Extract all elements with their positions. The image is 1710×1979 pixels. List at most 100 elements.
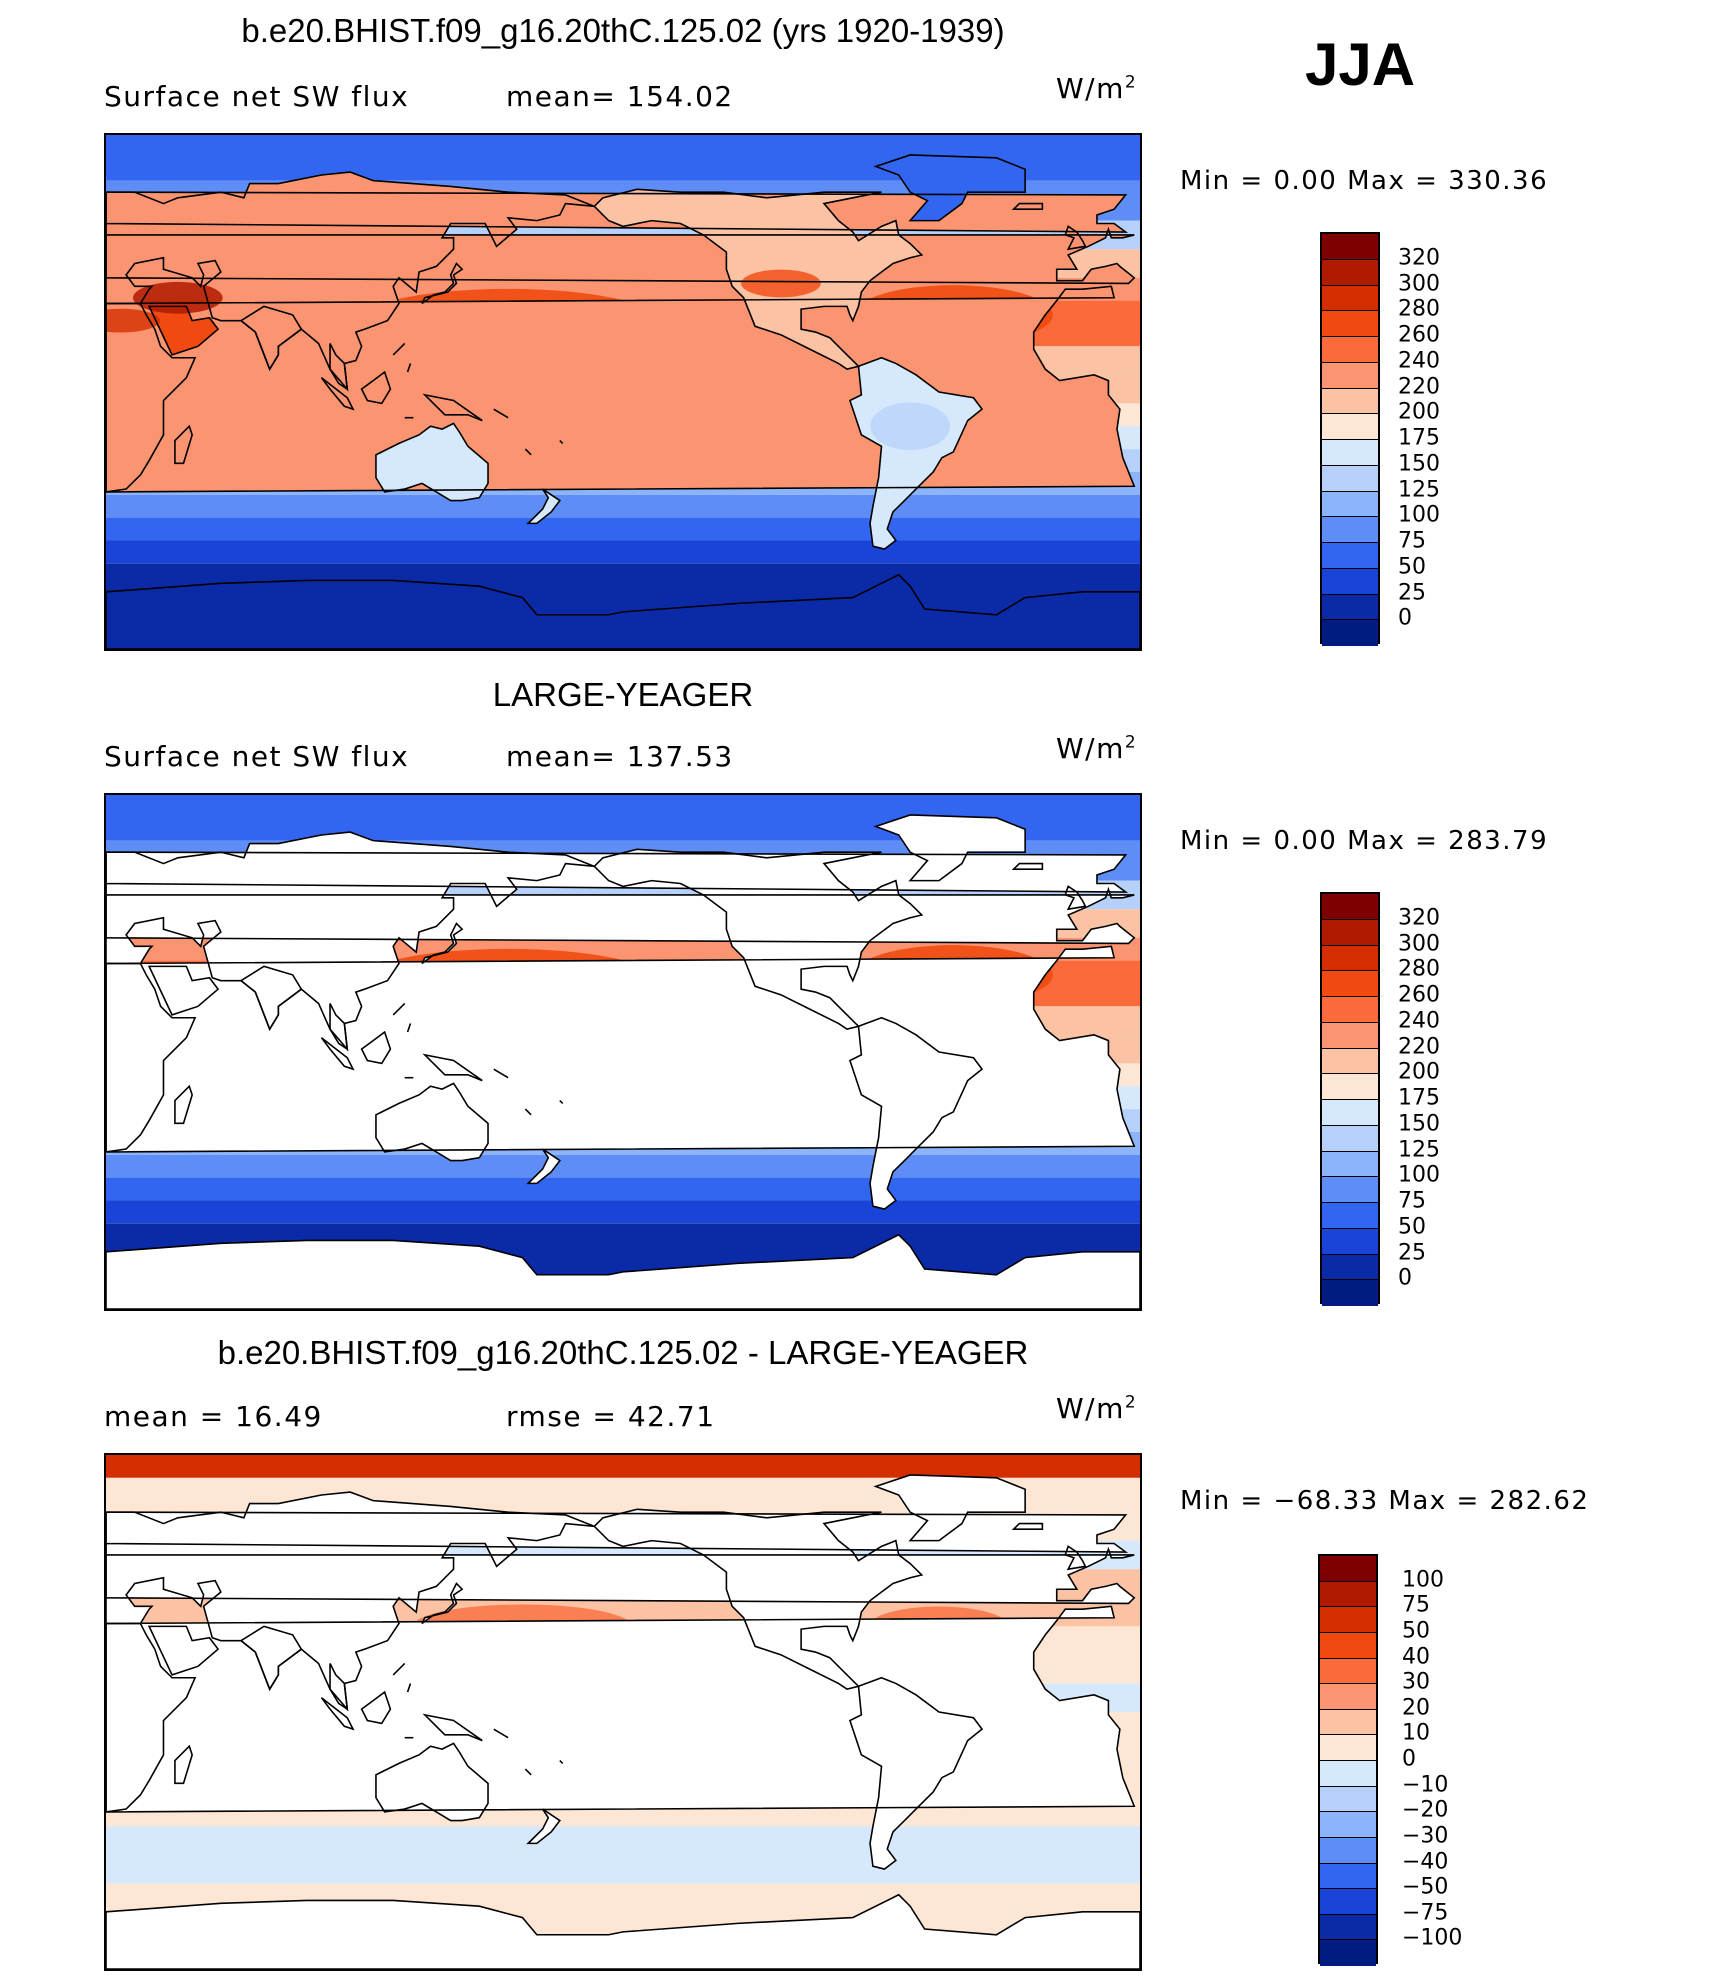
colorbar-label: 300 [1398,271,1440,296]
colorbar-swatch [1322,517,1378,543]
panel-3-map [104,1453,1142,1971]
panel-3-mean: mean = 16.49 [104,1400,323,1433]
colorbar-label: 0 [1402,1746,1416,1772]
colorbar-label: 320 [1398,905,1440,931]
panel-2-field-name: Surface net SW flux [104,740,410,773]
colorbar-swatch [1322,594,1378,621]
panel-3-min-max: Min = −68.33 Max = 282.62 [1180,1486,1590,1516]
panel-1-units: W/m2 [1056,72,1138,105]
colorbar-swatch [1322,285,1378,312]
colorbar-swatch [1322,919,1378,946]
panel-3-colorbar [1318,1554,1378,1966]
panel-1-map [104,133,1142,651]
colorbar-label: 25 [1398,1240,1426,1265]
colorbar-swatch [1320,1709,1376,1736]
colorbar-label: 220 [1398,1034,1440,1059]
colorbar-swatch [1322,234,1378,260]
colorbar-label: 220 [1398,374,1440,399]
colorbar-swatch [1322,997,1378,1023]
colorbar-swatch [1322,362,1378,389]
colorbar-swatch [1320,1684,1376,1710]
panel-1-field-name: Surface net SW flux [104,80,410,113]
colorbar-label: 125 [1398,477,1440,502]
panel-2-title: LARGE-YEAGER [492,676,754,713]
colorbar-label: 240 [1398,1008,1440,1034]
colorbar-label: −40 [1402,1849,1449,1874]
panel-1-min-max: Min = 0.00 Max = 330.36 [1180,166,1549,196]
colorbar-swatch [1322,440,1378,466]
colorbar-swatch [1320,1735,1376,1761]
colorbar-swatch [1322,1100,1378,1126]
panel-2-colorbar [1320,892,1380,1306]
colorbar-swatch [1320,1761,1376,1787]
colorbar-swatch [1320,1556,1376,1582]
panel-2-mean: mean= 137.53 [506,740,734,773]
colorbar-swatch [1322,1280,1378,1306]
colorbar-swatch [1322,568,1378,595]
colorbar-swatch [1322,1048,1378,1075]
colorbar-swatch [1322,491,1378,518]
colorbar-label: 125 [1398,1137,1440,1162]
colorbar-swatch [1320,1812,1376,1838]
colorbar-label: 200 [1398,399,1440,425]
colorbar-swatch [1320,1658,1376,1685]
colorbar-label: 260 [1398,322,1440,348]
colorbar-swatch [1320,1607,1376,1633]
colorbar-swatch [1320,1863,1376,1890]
colorbar-swatch [1322,414,1378,440]
colorbar-label: 300 [1398,931,1440,956]
colorbar-swatch [1322,971,1378,997]
colorbar-label: 75 [1398,528,1426,554]
colorbar-swatch [1322,945,1378,972]
colorbar-swatch [1322,1228,1378,1255]
colorbar-label: 10 [1402,1720,1430,1746]
panel-3-title: b.e20.BHIST.f09_g16.20thC.125.02 - LARGE… [217,1334,1029,1371]
colorbar-label: 30 [1402,1669,1430,1695]
colorbar-swatch [1322,1125,1378,1152]
colorbar-swatch [1322,1074,1378,1100]
colorbar-label: −100 [1402,1925,1463,1951]
colorbar-label: 20 [1402,1695,1430,1721]
colorbar-swatch [1320,1632,1376,1659]
colorbar-label: 320 [1398,245,1440,271]
colorbar-label: 40 [1402,1644,1430,1669]
colorbar-swatch [1320,1837,1376,1864]
colorbar-swatch [1322,1022,1378,1049]
colorbar-swatch [1322,1254,1378,1281]
colorbar-label: −75 [1402,1900,1449,1926]
colorbar-swatch [1320,1581,1376,1608]
colorbar-label: 100 [1398,1162,1440,1188]
colorbar-label: 240 [1398,348,1440,374]
season-label: JJA [1305,31,1416,98]
colorbar-label: 0 [1398,605,1412,631]
colorbar-swatch [1322,259,1378,286]
colorbar-label: 0 [1398,1265,1412,1291]
colorbar-label: 25 [1398,580,1426,605]
panel-2-min-max: Min = 0.00 Max = 283.79 [1180,826,1549,856]
colorbar-label: 50 [1398,1214,1426,1240]
colorbar-label: 100 [1402,1567,1444,1593]
colorbar-swatch [1322,1151,1378,1178]
colorbar-label: 260 [1398,982,1440,1008]
colorbar-swatch [1322,1203,1378,1229]
colorbar-label: 175 [1398,1085,1440,1111]
colorbar-label: 100 [1398,502,1440,528]
panel-1-colorbar [1320,232,1380,646]
colorbar-label: 50 [1398,554,1426,580]
colorbar-label: 150 [1398,1111,1440,1137]
colorbar-label: 200 [1398,1059,1440,1085]
colorbar-swatch [1322,894,1378,920]
colorbar-label: 75 [1398,1188,1426,1214]
colorbar-label: −50 [1402,1874,1449,1900]
colorbar-swatch [1322,311,1378,337]
colorbar-label: −10 [1402,1772,1449,1798]
colorbar-label: −30 [1402,1823,1449,1849]
colorbar-label: 50 [1402,1618,1430,1644]
colorbar-swatch [1322,388,1378,415]
colorbar-swatch [1320,1889,1376,1915]
colorbar-swatch [1322,337,1378,363]
colorbar-label: 150 [1398,451,1440,477]
panel-1-mean: mean= 154.02 [506,80,734,113]
colorbar-label: 280 [1398,956,1440,982]
panel-1-title: b.e20.BHIST.f09_g16.20thC.125.02 (yrs 19… [241,12,1005,49]
